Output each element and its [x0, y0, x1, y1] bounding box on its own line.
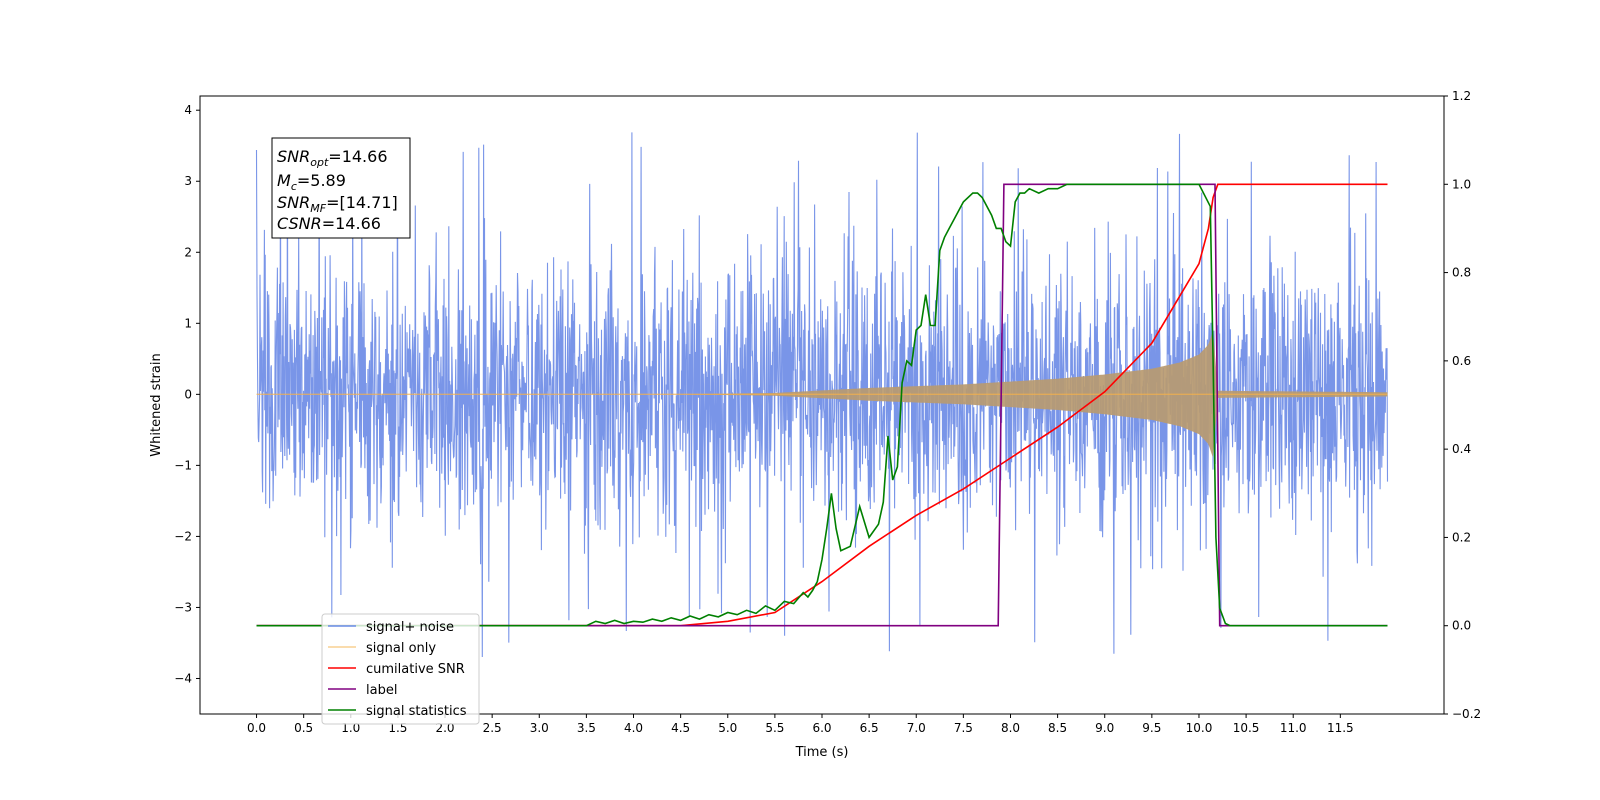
legend-entry-signal-only: signal only	[328, 641, 436, 656]
annotation-line-snr-opt: SNRopt=14.66	[277, 147, 388, 169]
svg-text:signal+ noise: signal+ noise	[366, 620, 454, 635]
y-right-tick-label: 0.4	[1452, 442, 1471, 456]
y-left-tick-label: −3	[174, 600, 192, 614]
y-left-tick-label: 0	[184, 387, 192, 401]
y-right-tick-label: 1.0	[1452, 177, 1471, 191]
x-tick-label: 6.5	[860, 721, 879, 735]
x-tick-label: 2.5	[483, 721, 502, 735]
y-left-tick-label: −1	[174, 458, 192, 472]
y-left-tick-label: 3	[184, 174, 192, 188]
x-tick-label: 6.0	[812, 721, 831, 735]
legend: signal+ noise signal only cumilative SNR…	[321, 613, 480, 725]
x-tick-label: 5.0	[718, 721, 737, 735]
y-right-tick-label: 0.8	[1452, 266, 1471, 280]
annotation-line-snr-mf: SNRMF=[14.71]	[277, 193, 398, 215]
y-right-tick-label: 1.2	[1452, 89, 1471, 103]
legend-entry-label: label	[328, 683, 397, 698]
x-axis-ticks: 0.0 0.5 1.0 1.5 2.0 2.5 3.0 3.5 4.0 4.5 5.0 5.5 6.0 6…	[247, 714, 1354, 735]
annotation-line-mc: Mc=5.89	[277, 171, 346, 193]
legend-box	[321, 613, 480, 725]
legend-entry-cumulative-snr: cumilative SNR	[328, 662, 465, 677]
y-left-tick-label: 1	[184, 316, 192, 330]
svg-text:label: label	[366, 683, 397, 698]
x-tick-label: 9.0	[1095, 721, 1114, 735]
annotation-line-csnr: CSNR=14.66	[277, 214, 381, 233]
y-right-tick-label: −0.2	[1452, 707, 1481, 721]
x-tick-label: 8.0	[1001, 721, 1020, 735]
x-tick-label: 3.0	[530, 721, 549, 735]
x-tick-label: 9.5	[1142, 721, 1161, 735]
x-axis-label: Time (s)	[795, 745, 849, 760]
x-tick-label: 10.5	[1233, 721, 1260, 735]
x-tick-label: 7.5	[954, 721, 973, 735]
y-left-tick-label: −4	[174, 671, 192, 685]
legend-entry-signal-statistics: signal statistics	[328, 704, 467, 719]
y-left-tick-label: 4	[184, 103, 192, 117]
svg-text:signal statistics: signal statistics	[366, 704, 467, 719]
y-right-tick-label: 0.6	[1452, 354, 1471, 368]
svg-text:signal only: signal only	[366, 641, 436, 656]
x-tick-label: 0.0	[247, 721, 266, 735]
y-right-tick-label: 0.2	[1452, 530, 1471, 544]
series-signal-plus-noise	[255, 132, 1389, 658]
x-tick-label: 4.0	[624, 721, 643, 735]
x-tick-label: 8.5	[1048, 721, 1067, 735]
x-tick-label: 4.5	[671, 721, 690, 735]
series-signal-statistics	[256, 183, 1388, 627]
annotation-box: SNRopt=14.66 Mc=5.89 SNRMF=[14.71] CSNR=…	[271, 137, 411, 239]
svg-text:cumilative SNR: cumilative SNR	[366, 662, 465, 677]
y-right-tick-label: 0.0	[1452, 619, 1471, 633]
x-tick-label: 11.0	[1280, 721, 1307, 735]
legend-entry-signal-noise: signal+ noise	[328, 620, 454, 635]
plot-series	[255, 132, 1389, 658]
y-axis-left-ticks: −4 −3 −2 −1 0 1 2 3 4	[174, 103, 200, 685]
x-tick-label: 11.5	[1327, 721, 1354, 735]
x-tick-label: 7.0	[907, 721, 926, 735]
y-left-tick-label: −2	[174, 529, 192, 543]
x-tick-label: 0.5	[294, 721, 313, 735]
y-left-tick-label: 2	[184, 245, 192, 259]
y-axis-left-label: Whitened strain	[149, 353, 164, 456]
x-tick-label: 5.5	[765, 721, 784, 735]
y-axis-right-ticks: −0.2 0.0 0.2 0.4 0.6 0.8 1.0 1.2	[1444, 89, 1481, 721]
x-tick-label: 3.5	[577, 721, 596, 735]
x-tick-label: 10.0	[1186, 721, 1213, 735]
